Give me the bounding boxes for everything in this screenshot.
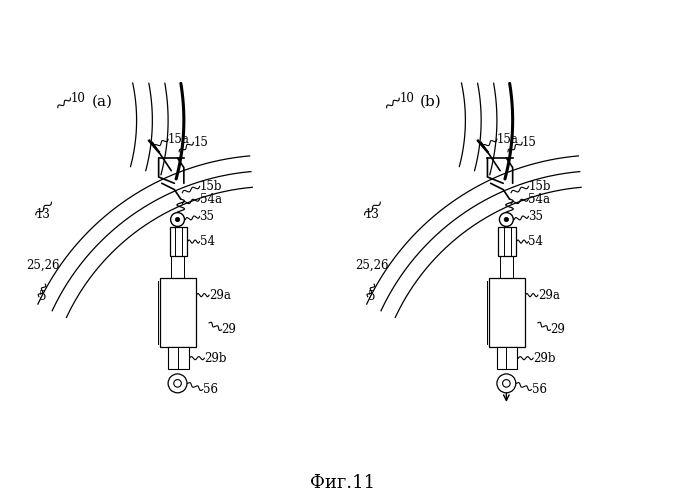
Circle shape bbox=[497, 374, 516, 393]
Text: 15a: 15a bbox=[168, 132, 190, 145]
Text: 29a: 29a bbox=[209, 288, 231, 302]
Text: 25,26: 25,26 bbox=[355, 258, 388, 272]
Text: 56: 56 bbox=[532, 383, 547, 396]
Circle shape bbox=[503, 380, 510, 387]
Bar bbox=[168, 347, 188, 369]
Text: 35: 35 bbox=[528, 210, 543, 223]
Text: 15: 15 bbox=[522, 136, 537, 149]
Bar bbox=[497, 347, 517, 369]
Bar bbox=[489, 278, 525, 347]
Text: 25,26: 25,26 bbox=[26, 258, 60, 272]
Text: 29: 29 bbox=[551, 324, 565, 336]
Text: 54: 54 bbox=[528, 235, 543, 248]
Text: 15a: 15a bbox=[497, 132, 519, 145]
Circle shape bbox=[504, 218, 508, 222]
Bar bbox=[160, 278, 197, 347]
Text: (b): (b) bbox=[420, 95, 442, 109]
Text: 13: 13 bbox=[36, 208, 51, 222]
Text: 29b: 29b bbox=[204, 352, 227, 364]
Text: 15b: 15b bbox=[199, 180, 222, 193]
Text: 5: 5 bbox=[368, 290, 375, 303]
Text: 54: 54 bbox=[199, 235, 214, 248]
Bar bbox=[170, 228, 187, 256]
Text: 35: 35 bbox=[199, 210, 214, 223]
Text: 29b: 29b bbox=[533, 352, 556, 364]
Text: 56: 56 bbox=[203, 383, 218, 396]
Text: 29: 29 bbox=[222, 324, 236, 336]
Circle shape bbox=[168, 374, 187, 393]
Text: 15: 15 bbox=[193, 136, 208, 149]
Text: 15b: 15b bbox=[528, 180, 551, 193]
Text: 13: 13 bbox=[364, 208, 379, 222]
Text: 54a: 54a bbox=[528, 192, 551, 205]
Circle shape bbox=[174, 380, 182, 387]
Text: Фиг.11: Фиг.11 bbox=[310, 474, 375, 492]
Circle shape bbox=[175, 218, 179, 222]
Text: 10: 10 bbox=[71, 92, 86, 104]
Text: (a): (a) bbox=[91, 95, 112, 109]
Circle shape bbox=[171, 212, 184, 226]
Text: 10: 10 bbox=[399, 92, 414, 104]
Text: 54a: 54a bbox=[199, 192, 222, 205]
Circle shape bbox=[499, 212, 513, 226]
Bar bbox=[499, 228, 516, 256]
Text: 29a: 29a bbox=[538, 288, 560, 302]
Text: 5: 5 bbox=[39, 290, 47, 303]
